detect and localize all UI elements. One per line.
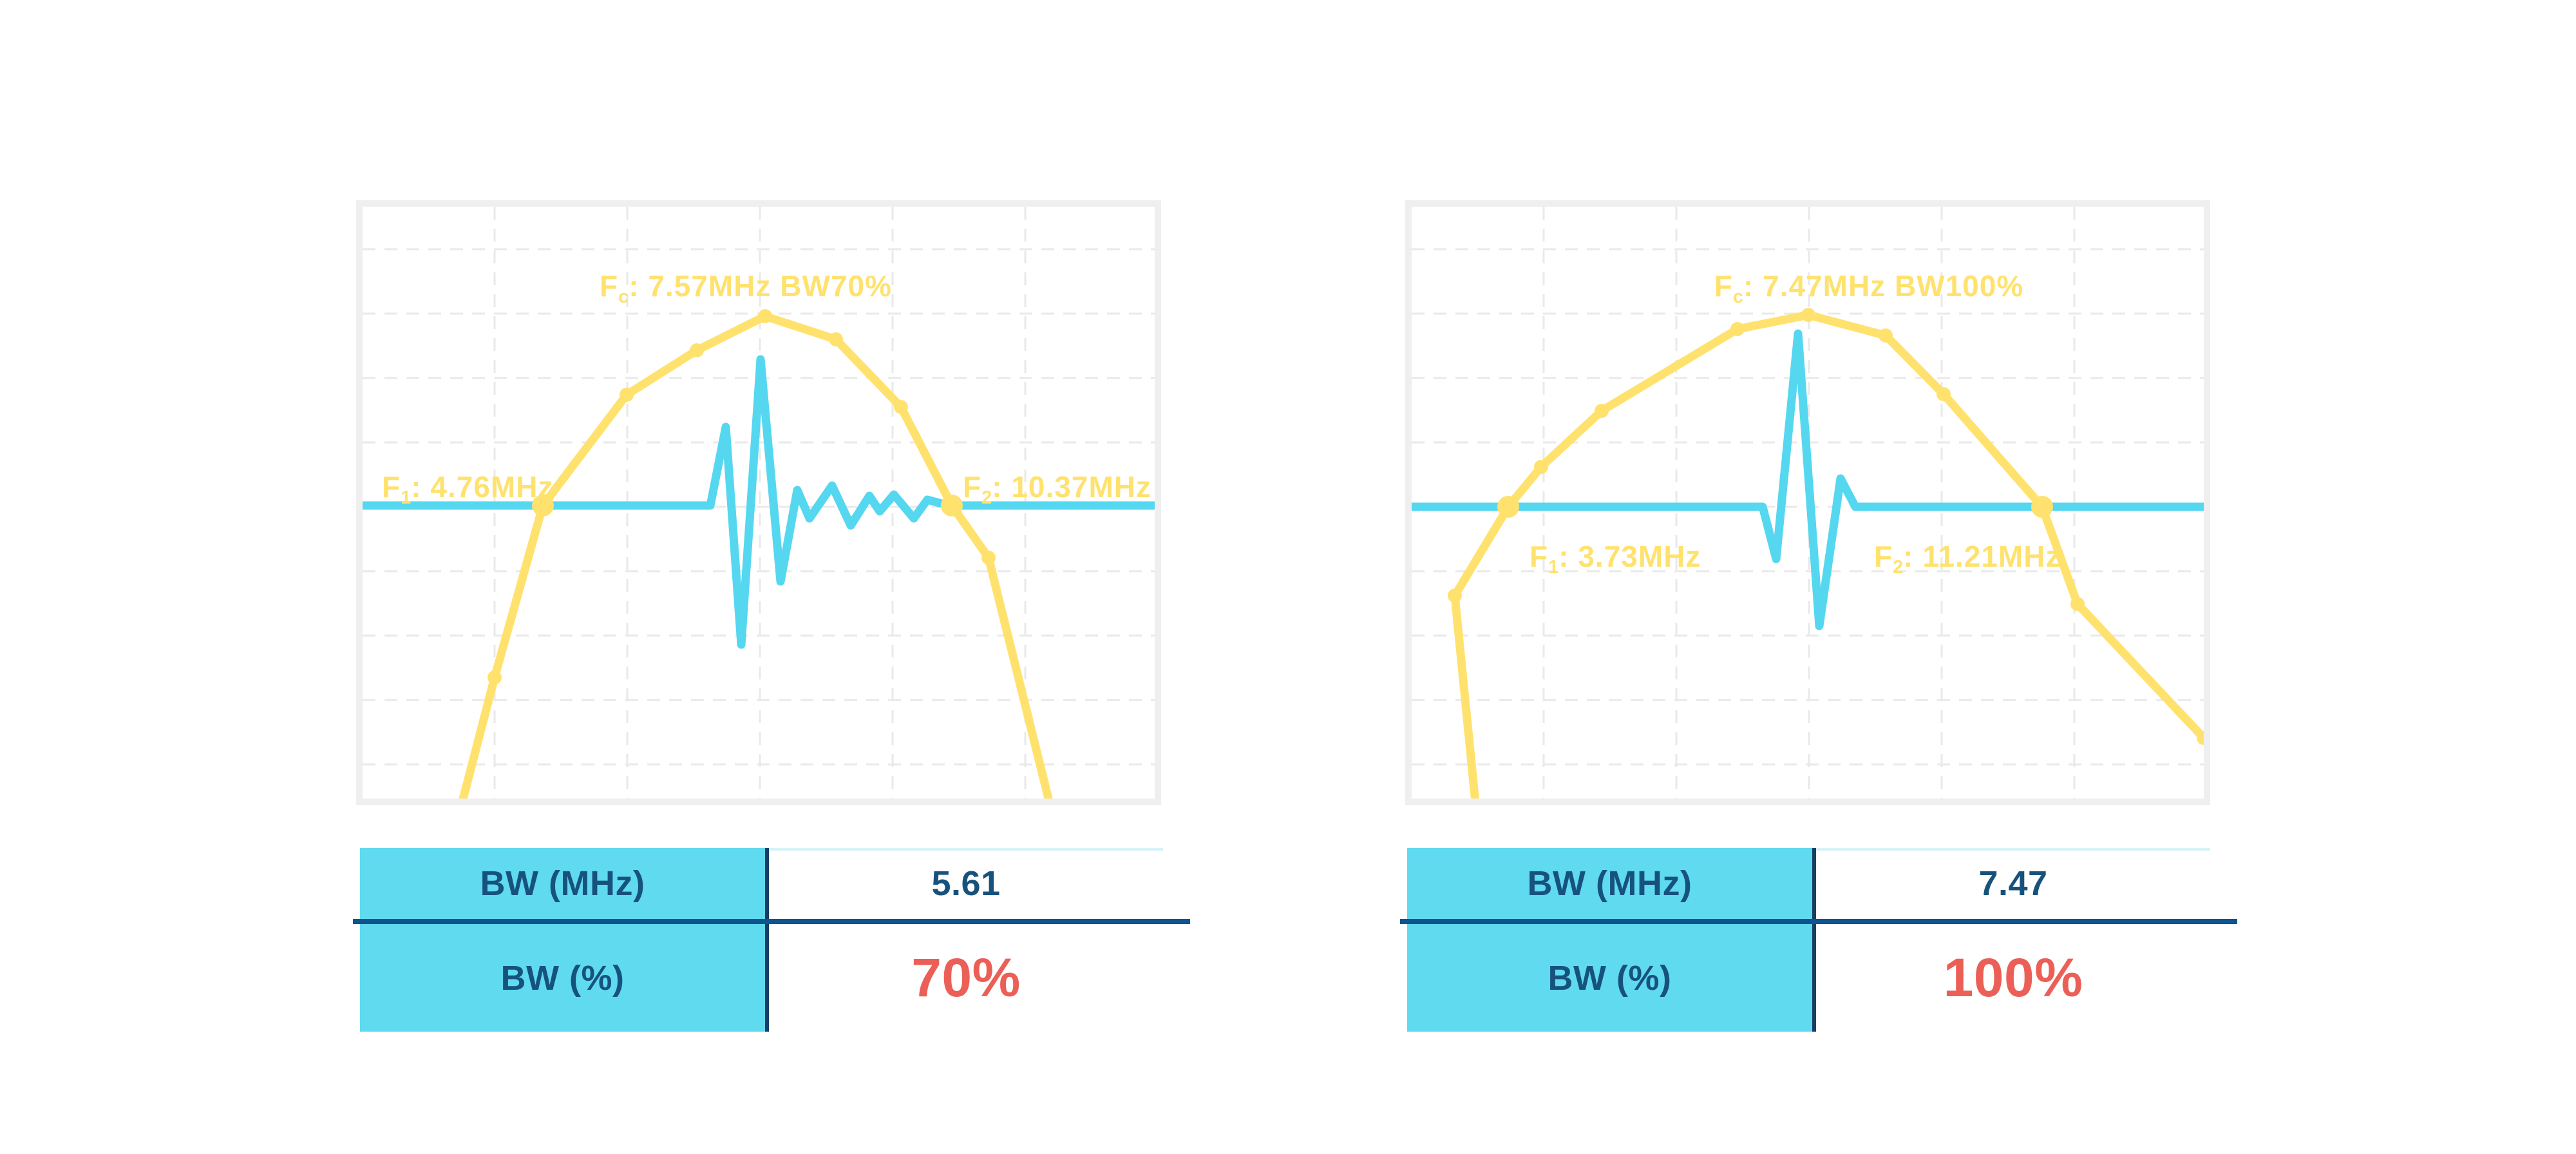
spectrum-curve — [1450, 310, 2204, 799]
center-frequency-label: Fc: 7.47MHz BW100% — [1714, 269, 2024, 307]
bw-percent-label: BW (%) — [500, 958, 625, 998]
f2-label-subscript: 2 — [981, 487, 992, 508]
bw-mhz-label: BW (MHz) — [1527, 864, 1692, 903]
data-point-marker — [829, 332, 843, 346]
fc-label-value: : 7.57MHz BW70% — [629, 269, 892, 303]
f1-label-subscript: 1 — [401, 487, 412, 508]
data-point-marker — [981, 551, 996, 565]
f2-frequency-label: F2: 11.21MHz — [1874, 540, 2061, 578]
bandwidth-chart-70: Fc: 7.57MHz BW70% F1: 4.76MHz F2: 10.37M… — [356, 200, 1161, 805]
table-row-separator — [1400, 919, 2237, 924]
bw-mhz-label: BW (MHz) — [480, 864, 645, 903]
chart-plot-area — [1412, 207, 2204, 799]
chart-plot-area — [363, 207, 1155, 799]
fc-label-prefix: F — [1714, 269, 1733, 303]
fc-label-subscript: c — [1732, 287, 1744, 307]
fc-label-prefix: F — [600, 269, 619, 303]
table-label-column — [360, 848, 765, 1032]
figure-bw70: Fc: 7.57MHz BW70% F1: 4.76MHz F2: 10.37M… — [353, 200, 1190, 1037]
f1-label-prefix: F — [1530, 540, 1549, 573]
data-point-marker — [488, 670, 502, 685]
bandwidth-table-70: BW (MHz) 5.61 BW (%) 70% — [353, 848, 1190, 1032]
bandwidth-table-100: BW (MHz) 7.47 BW (%) 100% — [1400, 848, 2237, 1032]
f1-frequency-label: F1: 3.73MHz — [1530, 540, 1701, 578]
figure-bw100: Fc: 7.47MHz BW100% F1: 3.73MHz F2: 11.21… — [1400, 200, 2237, 1037]
f1-label-value: : 3.73MHz — [1558, 540, 1701, 573]
data-point-marker — [1448, 589, 1462, 603]
data-point-marker — [2197, 731, 2204, 745]
f2-frequency-label: F2: 10.37MHz — [963, 470, 1151, 508]
data-point-marker — [1595, 404, 1609, 418]
pulse-waveform — [1412, 329, 2204, 630]
data-point-marker — [1534, 460, 1548, 474]
bw-percent-value: 100% — [1943, 947, 2083, 1008]
table-value-column — [769, 848, 1163, 1032]
data-point-marker — [1879, 328, 1893, 343]
f2-label-value: : 10.37MHz — [992, 470, 1151, 504]
f1-label-prefix: F — [382, 470, 401, 504]
bandwidth-chart-100: Fc: 7.47MHz BW100% F1: 3.73MHz F2: 11.21… — [1405, 200, 2210, 805]
f1-label-subscript: 1 — [1548, 557, 1559, 578]
bw-mhz-value: 5.61 — [931, 864, 1001, 903]
data-point-marker — [690, 343, 704, 357]
pulse-waveform — [363, 355, 1155, 649]
cutoff-frequency-marker — [1497, 496, 1519, 518]
table-value-column — [1816, 848, 2210, 1032]
data-point-marker — [1801, 308, 1815, 322]
f2-label-subscript: 2 — [1893, 557, 1904, 578]
bw-percent-value: 70% — [911, 947, 1021, 1008]
fc-label-subscript: c — [618, 287, 629, 307]
table-column-divider — [1812, 848, 1816, 1032]
table-label-column — [1407, 848, 1812, 1032]
bw-percent-label: BW (%) — [1548, 958, 1672, 998]
data-point-marker — [2070, 597, 2085, 611]
data-point-marker — [1730, 322, 1745, 336]
f2-label-prefix: F — [963, 470, 982, 504]
cutoff-frequency-marker — [2031, 496, 2053, 518]
fc-label-value: : 7.47MHz BW100% — [1743, 269, 2024, 303]
cutoff-frequency-marker — [941, 495, 963, 516]
cutoff-frequency-marker — [532, 495, 554, 516]
data-point-marker — [1937, 387, 1951, 401]
data-point-marker — [620, 388, 634, 402]
data-point-marker — [894, 400, 908, 414]
f2-label-value: : 11.21MHz — [1903, 540, 2061, 573]
data-point-marker — [758, 309, 772, 323]
table-column-divider — [765, 848, 769, 1032]
f1-frequency-label: F1: 4.76MHz — [382, 470, 554, 508]
center-frequency-label: Fc: 7.57MHz BW70% — [600, 269, 892, 307]
f2-label-prefix: F — [1874, 540, 1893, 573]
table-row-separator — [353, 919, 1190, 924]
f1-label-value: : 4.76MHz — [411, 470, 554, 504]
bw-mhz-value: 7.47 — [1978, 864, 2048, 903]
